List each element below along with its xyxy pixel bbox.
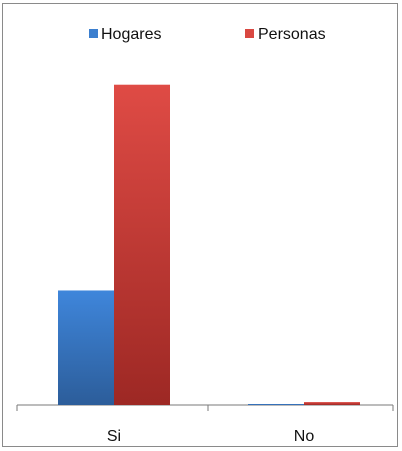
bars	[58, 84, 360, 406]
bar-hogares-si	[58, 290, 114, 405]
x-tick-label-si: Si	[107, 428, 121, 445]
legend-swatch-personas	[245, 29, 254, 38]
bar-personas-no	[304, 402, 360, 405]
x-tick-label-no: No	[294, 428, 315, 445]
legend-swatch-hogares	[89, 29, 98, 38]
legend-label-personas: Personas	[258, 26, 326, 43]
legend-label-hogares: Hogares	[101, 26, 161, 43]
bar-personas-si	[114, 84, 170, 406]
bar-hogares-no	[248, 404, 304, 405]
legend: Hogares Personas	[89, 26, 326, 43]
